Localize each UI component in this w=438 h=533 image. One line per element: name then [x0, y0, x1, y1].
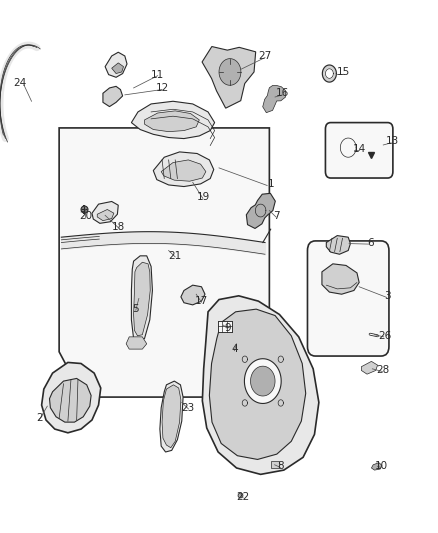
Text: 13: 13 — [385, 136, 399, 146]
Polygon shape — [160, 381, 183, 452]
Text: 1: 1 — [268, 179, 275, 189]
Polygon shape — [181, 285, 205, 305]
Text: 11: 11 — [151, 70, 164, 79]
Text: 24: 24 — [13, 78, 26, 87]
Polygon shape — [371, 463, 382, 470]
Polygon shape — [251, 366, 275, 396]
Polygon shape — [131, 101, 215, 139]
Bar — [218, 321, 232, 332]
Polygon shape — [322, 264, 359, 294]
Text: 10: 10 — [374, 462, 388, 471]
Polygon shape — [219, 59, 241, 85]
Polygon shape — [131, 256, 152, 342]
Polygon shape — [209, 309, 306, 459]
Text: 21: 21 — [169, 251, 182, 261]
Text: 16: 16 — [276, 88, 289, 98]
Text: 5: 5 — [132, 304, 139, 314]
Polygon shape — [126, 337, 147, 349]
Text: 9: 9 — [224, 323, 231, 333]
Text: 18: 18 — [112, 222, 125, 231]
FancyBboxPatch shape — [307, 241, 389, 356]
Polygon shape — [112, 63, 124, 74]
Polygon shape — [326, 236, 350, 254]
Text: 6: 6 — [367, 238, 374, 247]
Text: 14: 14 — [353, 144, 366, 154]
Text: 19: 19 — [197, 192, 210, 202]
Text: 27: 27 — [258, 51, 272, 61]
Text: 4: 4 — [231, 344, 238, 354]
Text: 28: 28 — [377, 366, 390, 375]
Polygon shape — [49, 378, 91, 422]
Polygon shape — [263, 85, 286, 112]
Polygon shape — [325, 69, 333, 78]
Text: 22: 22 — [237, 492, 250, 502]
Text: 3: 3 — [384, 291, 391, 301]
Polygon shape — [145, 111, 199, 132]
Polygon shape — [153, 152, 214, 187]
Polygon shape — [162, 385, 181, 448]
Polygon shape — [105, 52, 127, 77]
Polygon shape — [244, 359, 281, 403]
Polygon shape — [97, 209, 114, 221]
Text: 17: 17 — [195, 296, 208, 306]
Text: 23: 23 — [182, 403, 195, 413]
Polygon shape — [59, 128, 269, 397]
Text: 15: 15 — [337, 67, 350, 77]
Polygon shape — [42, 362, 101, 433]
Polygon shape — [361, 361, 378, 374]
Text: 7: 7 — [272, 211, 279, 221]
Polygon shape — [202, 46, 256, 108]
Polygon shape — [92, 201, 118, 223]
Bar — [271, 461, 279, 468]
Text: 26: 26 — [378, 331, 391, 341]
Polygon shape — [322, 65, 336, 82]
Polygon shape — [202, 296, 319, 474]
FancyBboxPatch shape — [325, 123, 393, 178]
Polygon shape — [246, 193, 276, 229]
Text: 8: 8 — [277, 462, 284, 471]
Text: 2: 2 — [36, 414, 43, 423]
Text: 20: 20 — [79, 211, 92, 221]
Text: 12: 12 — [155, 83, 169, 93]
Polygon shape — [161, 160, 206, 181]
Polygon shape — [103, 86, 123, 107]
Polygon shape — [134, 262, 150, 336]
